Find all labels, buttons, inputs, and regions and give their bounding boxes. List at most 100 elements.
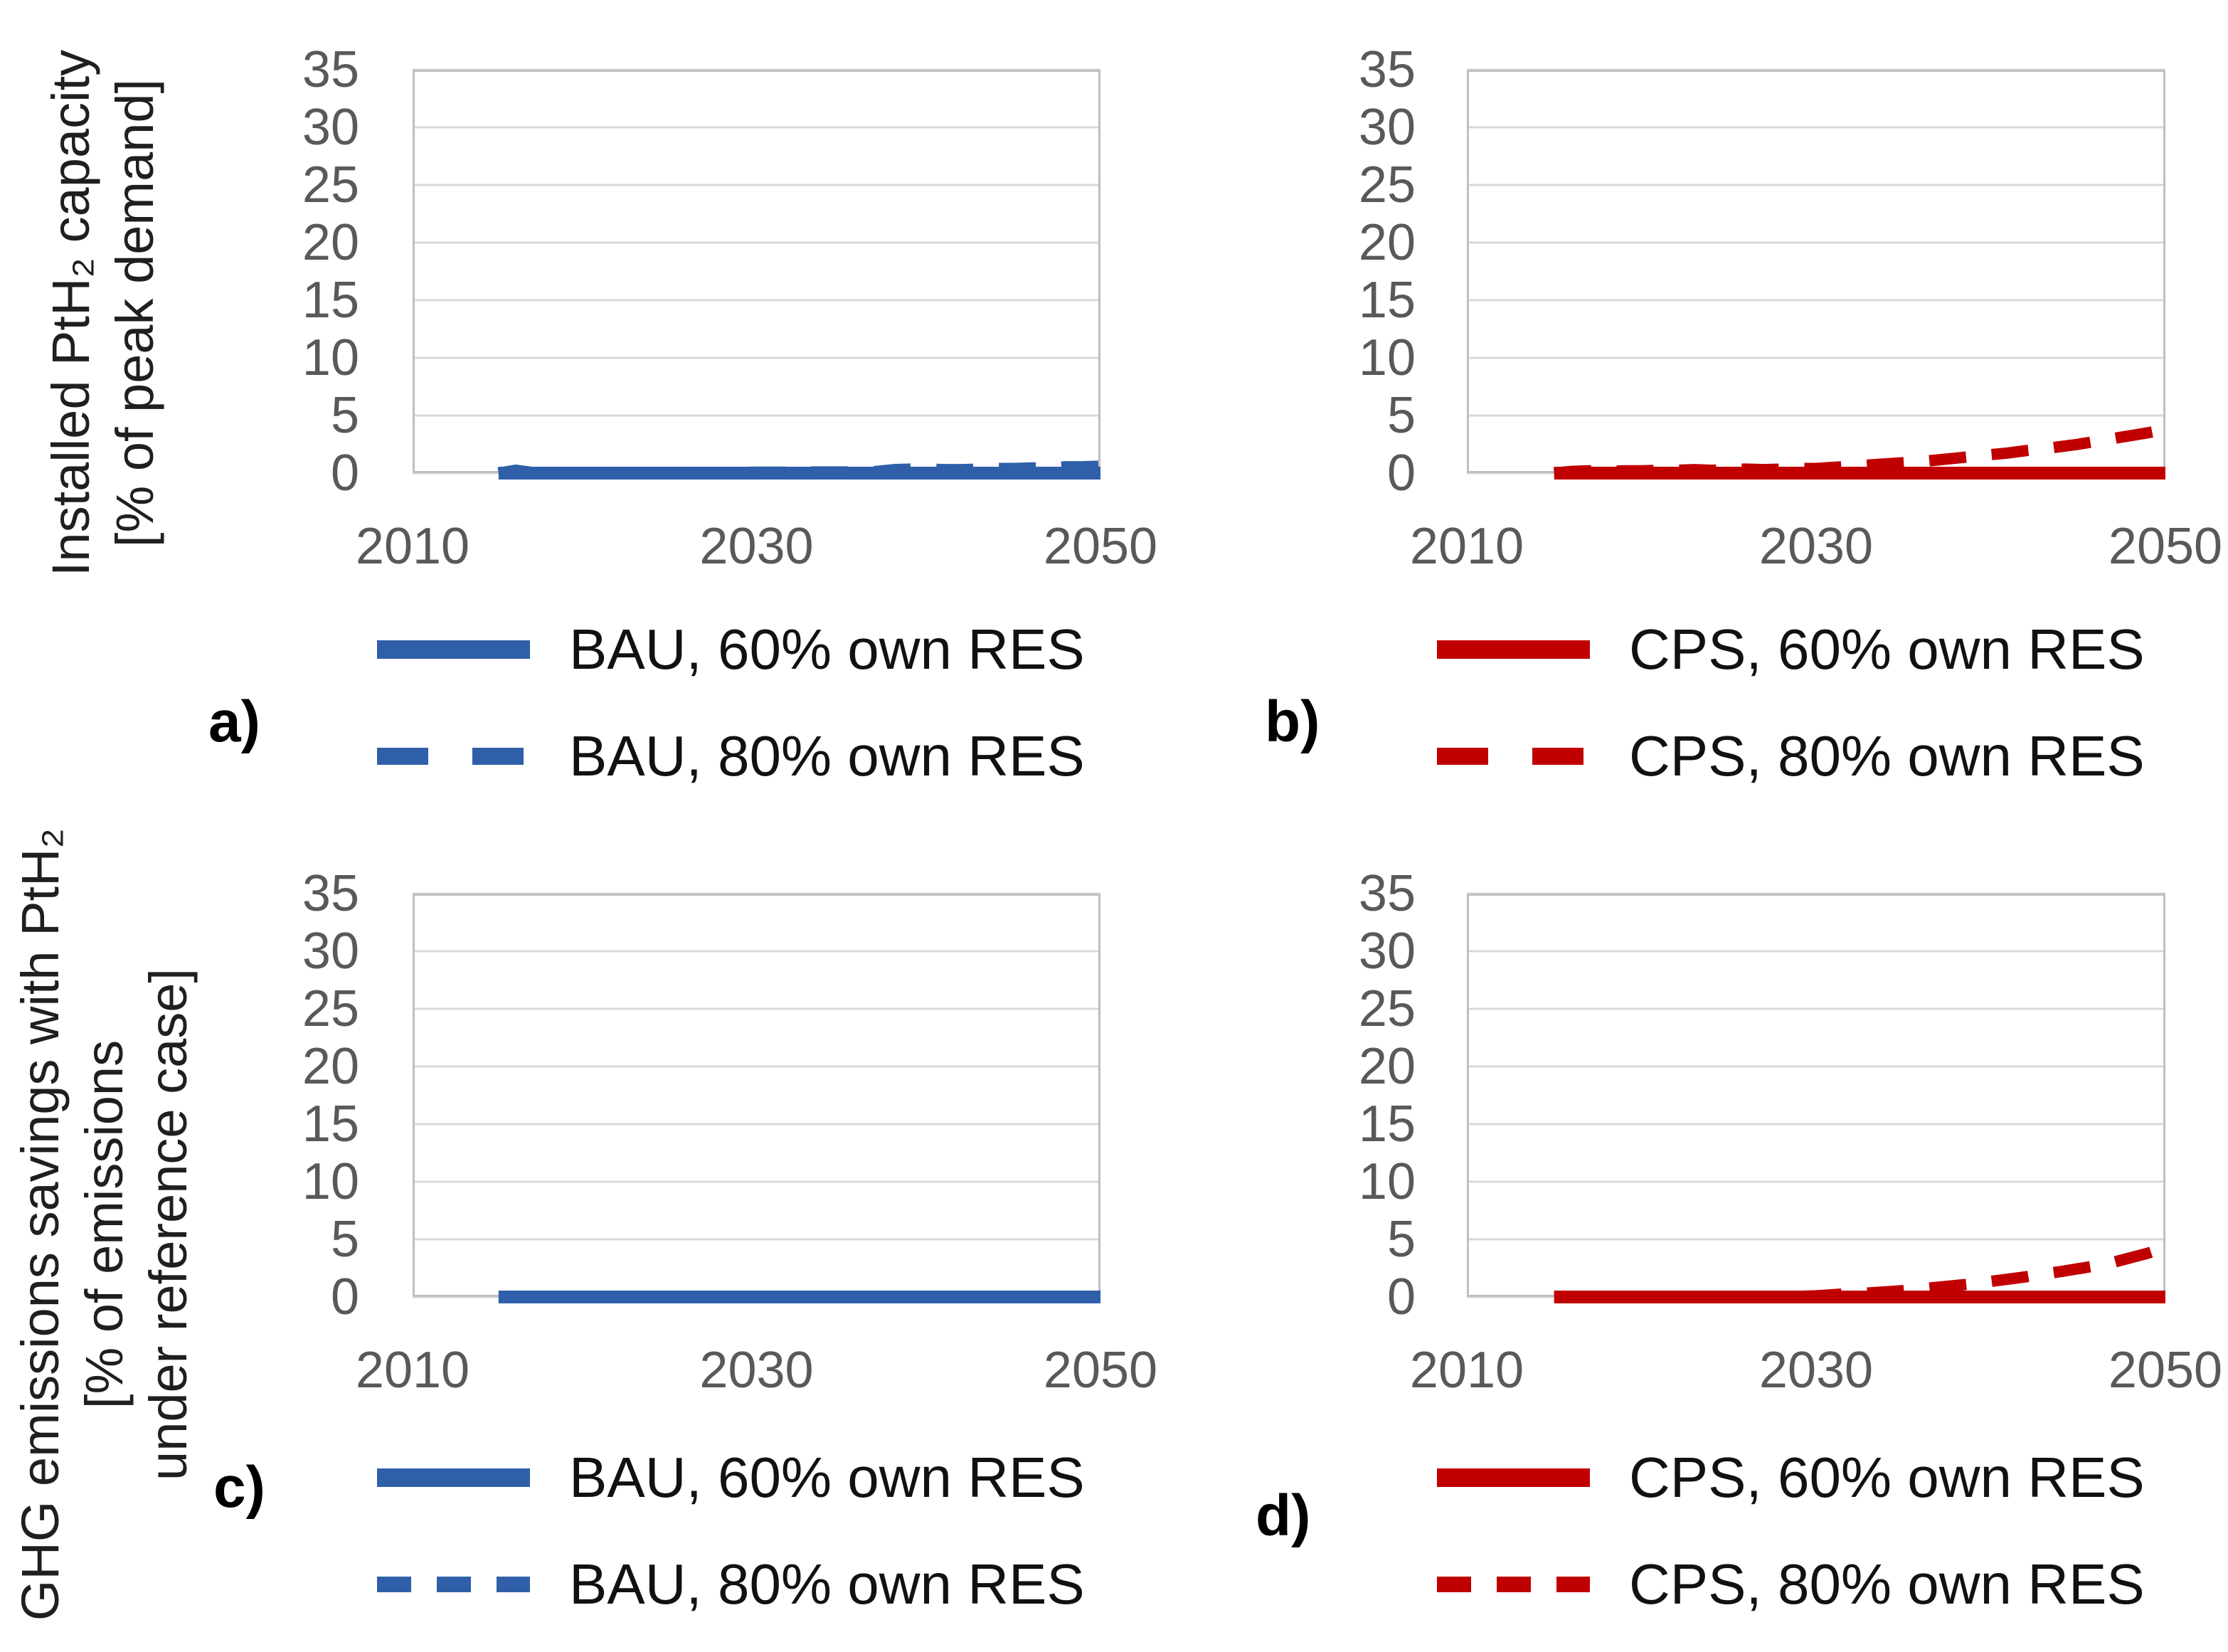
legend-c: BAU, 60% own RES BAU, 80% own RES [377, 1439, 1085, 1652]
y-tick-label: 0 [1386, 1269, 1416, 1325]
plot-border [1467, 70, 2165, 473]
y-tick-label: 15 [1358, 272, 1416, 329]
legend-item: CPS, 80% own RES [1437, 717, 2145, 795]
y-tick-label: 35 [302, 865, 359, 922]
y-tick-label: 15 [302, 272, 359, 329]
y-tick-label: 10 [302, 329, 359, 386]
x-tick-label: 2010 [1409, 518, 1524, 575]
y-tick-label: 30 [1358, 99, 1416, 156]
y-axis-title-bottom-row: GHG emissions savings with PtH₂ [% of em… [4, 808, 205, 1641]
chart-canvas-c [413, 892, 1100, 1303]
x-tick-label: 2030 [699, 518, 814, 575]
y-tick-label: 15 [1358, 1096, 1416, 1153]
y-tick-label: 20 [302, 1038, 359, 1095]
legend-a: BAU, 60% own RES BAU, 80% own RES [377, 610, 1085, 824]
legend-label: BAU, 80% own RES [569, 1552, 1085, 1616]
legend-line-dashed-icon [1437, 748, 1590, 765]
plot-border [1467, 894, 2165, 1297]
legend-label: CPS, 60% own RES [1629, 1446, 2145, 1509]
y-tick-label: 20 [1358, 1038, 1416, 1095]
legend-d: CPS, 60% own RES CPS, 80% own RES [1437, 1439, 2145, 1652]
y-tick-label: 25 [302, 157, 359, 213]
chart-plot-a [413, 68, 1101, 480]
y-tick-label: 15 [302, 1096, 359, 1153]
legend-line-dashed-icon [1437, 1577, 1590, 1592]
legend-item: CPS, 60% own RES [1437, 610, 2145, 689]
y-tick-label: 0 [330, 445, 359, 502]
y-axis-title-top-row: Installed PtH₂ capacity [% of peak deman… [34, 0, 173, 626]
y-axis-ticks-a: 0 5 10 15 20 25 30 35 [203, 41, 359, 502]
y-axis-ticks-d: 0 5 10 15 20 25 30 35 [1259, 865, 1416, 1325]
x-tick-label: 2050 [1043, 1342, 1158, 1399]
chart-canvas-d [1467, 892, 2168, 1303]
legend-line-dashed-icon [377, 1577, 530, 1592]
y-axis-title-line: GHG emissions savings with PtH₂ [11, 827, 70, 1621]
x-tick-label: 2030 [1758, 1342, 1874, 1399]
chart-plot-c [413, 892, 1100, 1303]
y-tick-label: 10 [1358, 329, 1416, 386]
series-line-dashed [1553, 423, 2167, 479]
y-tick-label: 5 [1386, 1211, 1416, 1268]
chart-canvas-b [1467, 68, 2167, 480]
panel-label-c: c) [213, 1455, 265, 1520]
y-tick-label: 5 [330, 1211, 359, 1268]
panel-label-a: a) [208, 689, 260, 754]
legend-b: CPS, 60% own RES CPS, 80% own RES [1437, 610, 2145, 824]
y-tick-label: 0 [1386, 445, 1416, 502]
y-tick-label: 30 [1358, 923, 1416, 980]
chart-canvas-a [413, 68, 1101, 480]
legend-line-solid-icon [1437, 640, 1590, 659]
legend-label: BAU, 80% own RES [569, 724, 1085, 788]
y-tick-label: 35 [302, 41, 359, 98]
legend-item: BAU, 80% own RES [377, 717, 1085, 795]
legend-line-solid-icon [377, 1468, 530, 1487]
y-axis-title-line: Installed PtH₂ capacity [41, 49, 101, 577]
x-tick-label: 2050 [2108, 518, 2223, 575]
series-line-dashed [497, 460, 1101, 479]
x-axis-ticks-b: 2010 2030 2050 [1410, 518, 2222, 578]
legend-label: BAU, 60% own RES [569, 1446, 1085, 1509]
legend-item: BAU, 60% own RES [377, 610, 1085, 689]
legend-line-solid-icon [1437, 1468, 1590, 1487]
y-axis-title-line: [% of peak demand] [105, 78, 165, 548]
x-axis-ticks-c: 2010 2030 2050 [356, 1342, 1157, 1402]
legend-line-dashed-icon [377, 748, 530, 765]
x-tick-label: 2030 [1758, 518, 1874, 575]
chart-plot-d [1467, 892, 2168, 1303]
x-tick-label: 2030 [699, 1342, 814, 1399]
y-tick-label: 35 [1358, 41, 1416, 98]
y-tick-label: 0 [330, 1269, 359, 1325]
y-axis-ticks-c: 0 5 10 15 20 25 30 35 [203, 865, 359, 1325]
y-tick-label: 5 [1386, 387, 1416, 444]
y-tick-label: 10 [302, 1153, 359, 1210]
legend-item: BAU, 80% own RES [377, 1545, 1085, 1624]
x-tick-label: 2010 [355, 518, 470, 575]
legend-item: CPS, 80% own RES [1437, 1545, 2145, 1624]
plot-border [413, 70, 1100, 473]
x-axis-ticks-d: 2010 2030 2050 [1410, 1342, 2222, 1402]
y-axis-title-line: under reference case] [139, 968, 198, 1481]
y-tick-label: 35 [1358, 865, 1416, 922]
y-tick-label: 30 [302, 99, 359, 156]
legend-line-solid-icon [377, 640, 530, 659]
chart-plot-b [1467, 68, 2167, 480]
plot-border [413, 894, 1100, 1297]
y-tick-label: 30 [302, 923, 359, 980]
legend-item: CPS, 60% own RES [1437, 1439, 2145, 1517]
y-axis-title-top-row-text: Installed PtH₂ capacity [% of peak deman… [40, 50, 168, 576]
y-axis-ticks-b: 0 5 10 15 20 25 30 35 [1259, 41, 1416, 502]
y-axis-title-line: [% of emissions [75, 1039, 134, 1409]
panel-label-d: d) [1256, 1483, 1311, 1548]
y-axis-title-bottom-row-text: GHG emissions savings with PtH₂ [% of em… [9, 828, 201, 1621]
y-tick-label: 25 [302, 980, 359, 1037]
x-tick-label: 2010 [1409, 1342, 1524, 1399]
y-tick-label: 10 [1358, 1153, 1416, 1210]
legend-label: CPS, 80% own RES [1629, 1552, 2145, 1616]
y-tick-label: 20 [1358, 214, 1416, 271]
x-tick-label: 2010 [355, 1342, 470, 1399]
x-axis-ticks-a: 2010 2030 2050 [356, 518, 1157, 578]
legend-label: BAU, 60% own RES [569, 618, 1085, 681]
legend-label: CPS, 60% own RES [1629, 618, 2145, 681]
y-tick-label: 20 [302, 214, 359, 271]
legend-item: BAU, 60% own RES [377, 1439, 1085, 1517]
